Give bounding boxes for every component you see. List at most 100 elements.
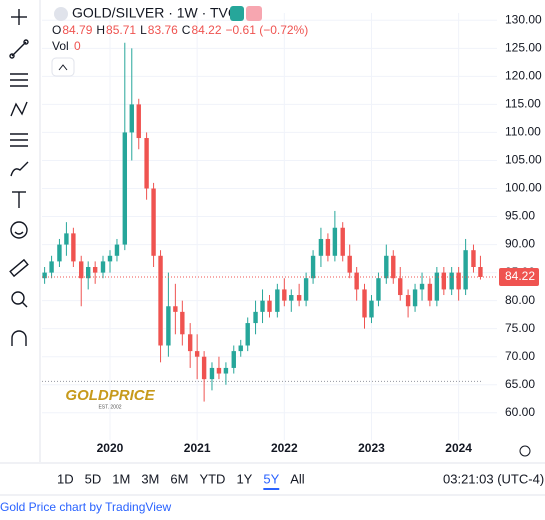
candle-body (332, 227, 338, 256)
candle-body (209, 367, 215, 380)
candle-body (201, 356, 207, 380)
plot-area (42, 13, 497, 440)
candle-body (434, 272, 440, 301)
collapse-icon (58, 64, 68, 71)
last-price-label: 84.22 (505, 269, 535, 283)
measure-tool[interactable] (9, 258, 29, 278)
candle-body (100, 261, 106, 273)
candle-body (362, 289, 367, 318)
vol-label: Vol (52, 39, 69, 53)
candle-body (354, 272, 359, 290)
ohlc-l-label: L (140, 23, 147, 37)
range-button[interactable]: YTD (199, 471, 225, 486)
candle-body (449, 272, 454, 290)
candle-body (398, 278, 403, 296)
fib-tool[interactable] (10, 73, 28, 87)
y-tick-label: 75.00 (505, 321, 535, 335)
zoom-tool[interactable] (11, 291, 28, 308)
y-tick-label: 100.00 (505, 181, 542, 195)
range-button[interactable]: 1M (112, 471, 130, 486)
candle-body (49, 261, 54, 273)
range-button[interactable]: 1D (57, 471, 74, 486)
candle-body (478, 267, 483, 277)
candle-body (427, 283, 433, 301)
ohlc-legend: O 84.79 H 85.71 L 83.76 C 84.22 −0.61 (−0.72%) (52, 23, 308, 37)
candle-body (318, 238, 324, 256)
toolbar (9, 0, 41, 462)
candle-body (412, 289, 418, 307)
y-tick-label: 120.00 (505, 69, 542, 83)
y-tick-label: 95.00 (505, 209, 535, 223)
ohlc-change: −0.61 (−0.72%) (226, 23, 309, 37)
candle-body (42, 272, 47, 279)
y-tick-label: 115.00 (505, 97, 541, 111)
footer-link[interactable]: Gold Price chart by TradingView (0, 500, 172, 514)
candle-body (267, 300, 272, 312)
range-button[interactable]: 1Y (236, 471, 252, 486)
candle-body (231, 351, 236, 368)
logo-est: EST. 2002 (98, 404, 121, 410)
y-tick-label: 105.00 (505, 153, 542, 167)
candle-body (419, 283, 425, 290)
candle-body (187, 334, 193, 352)
candle-body (303, 278, 309, 301)
collapse-button[interactable] (51, 57, 75, 77)
candle-body (347, 255, 352, 273)
text-tool[interactable] (12, 191, 26, 208)
settings-button[interactable] (519, 445, 531, 457)
magnet-tool[interactable] (11, 330, 27, 346)
range-button[interactable]: 3M (141, 471, 159, 486)
candle-body (376, 278, 381, 301)
trendline-tool[interactable] (9, 39, 29, 59)
range-button[interactable]: All (290, 471, 305, 486)
candle-body (71, 233, 76, 262)
candle-body (136, 104, 141, 139)
candle-body (325, 238, 331, 256)
candle-body (92, 267, 98, 273)
candle-body (405, 295, 411, 307)
ohlc-h-label: H (96, 23, 105, 37)
range-button[interactable]: 5D (85, 471, 102, 486)
candle-body (253, 311, 258, 324)
prediction-tool[interactable] (10, 133, 28, 147)
emoji-tool[interactable] (10, 221, 28, 239)
ohlc-open-value: 84.79 (62, 23, 92, 37)
candle-body (173, 306, 178, 312)
ohlc-close-value: 84.22 (191, 23, 221, 37)
pattern-tool[interactable] (10, 101, 28, 117)
clock: 03:21:03 (UTC-4) (443, 471, 544, 486)
brush-tool[interactable] (10, 161, 29, 177)
candle-body (57, 244, 62, 262)
candle-body (122, 132, 128, 245)
candle-body (282, 289, 287, 301)
symbol-icon (54, 7, 68, 21)
ohlc-low-value: 83.76 (148, 23, 178, 37)
candle-body (129, 104, 134, 133)
candle-body (391, 255, 396, 279)
symbol: GOLD/SILVER · 1W · TVC (72, 5, 238, 21)
candle-body (289, 295, 294, 301)
candle-body (151, 188, 156, 256)
candle-body (64, 233, 69, 245)
candle-body (275, 289, 280, 312)
candle-body (158, 255, 163, 346)
crosshair-tool[interactable] (11, 9, 27, 25)
candle-body (166, 306, 171, 346)
range-button[interactable]: 6M (170, 471, 188, 486)
candle-body (463, 250, 468, 290)
y-tick-label: 65.00 (505, 377, 535, 391)
candle-body (310, 255, 316, 279)
y-tick-label: 70.00 (505, 349, 535, 363)
market-open-icon (230, 6, 244, 21)
range-button[interactable]: 5Y (263, 471, 279, 486)
candle-body (223, 367, 229, 374)
y-tick-label: 90.00 (505, 237, 535, 251)
y-tick-label: 130.00 (505, 12, 542, 26)
candle-body (340, 227, 345, 256)
candle-body (180, 311, 185, 335)
y-tick-label: 110.00 (505, 125, 541, 139)
candle-body (456, 272, 461, 290)
candle-body (260, 300, 265, 312)
candle-body (79, 261, 84, 279)
candle-body (216, 367, 222, 374)
